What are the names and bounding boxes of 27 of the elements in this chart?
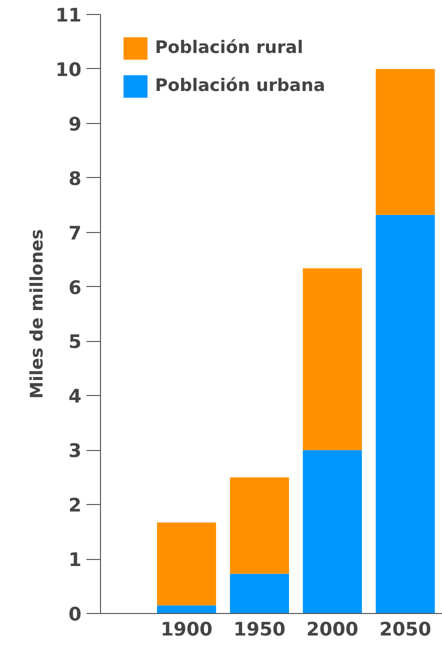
y-tick-label: 5 [68,332,82,354]
bar [376,68,435,215]
y-tick-label: 7 [68,223,82,244]
bar [230,574,289,614]
legend-label: Población urbana [155,76,326,96]
bar [302,450,362,614]
bar [302,268,362,450]
x-tick-label: 1950 [234,620,286,640]
y-axis-title: Miles de millones [28,229,48,399]
bar [376,214,435,614]
y-tick-label: 0 [68,604,82,626]
y-tick-label: 10 [56,60,82,81]
y-tick-label: 6 [68,278,82,299]
y-tick-label: 9 [68,114,82,136]
legend-label: Población rural [155,38,304,58]
y-tick-label: 3 [68,441,82,462]
x-tick-label: 2050 [379,620,432,640]
y-tick-label: 2 [68,496,82,517]
bar [230,477,289,574]
x-tick-label: 1900 [160,620,213,640]
bar [157,605,216,614]
bar [157,522,216,606]
x-tick-label: 2000 [306,620,358,640]
y-tick-label: 4 [68,386,82,408]
y-tick-label: 8 [68,168,82,190]
y-tick-label: 11 [56,6,82,26]
y-tick-label: 1 [68,550,82,572]
